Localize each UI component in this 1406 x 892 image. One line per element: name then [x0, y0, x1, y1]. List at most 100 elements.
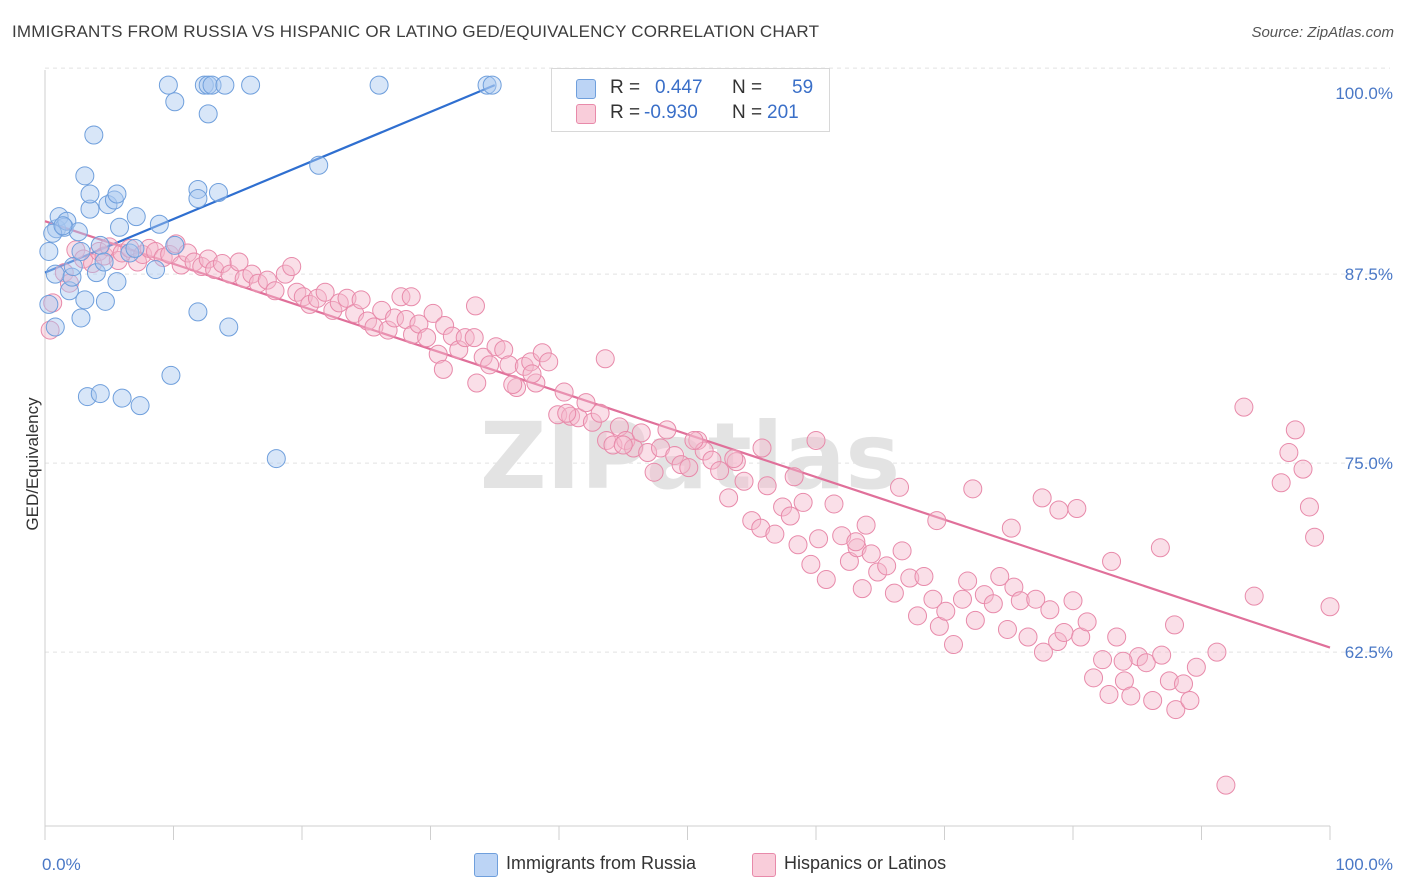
series-hispanics-or-latinos	[40, 234, 1340, 795]
axes	[44, 70, 1331, 840]
data-points	[39, 75, 1340, 795]
data-point	[734, 471, 754, 491]
data-point	[752, 438, 772, 458]
legend-n-value: 59	[792, 77, 814, 98]
data-point	[1099, 684, 1119, 704]
data-point	[724, 449, 744, 469]
data-point	[266, 449, 286, 469]
data-point	[198, 249, 218, 269]
data-point	[208, 182, 228, 202]
data-point	[465, 296, 485, 316]
data-point	[265, 281, 285, 301]
data-point	[751, 518, 771, 538]
bottom-legend-label-russia: Immigrants from Russia	[506, 853, 697, 873]
data-point	[1165, 615, 1185, 635]
data-point	[494, 340, 514, 360]
data-point	[644, 462, 664, 482]
data-point	[1084, 668, 1104, 688]
trend-lines	[44, 84, 1331, 649]
correlation-legend: R = 0.447 N = 59 R = -0.930 N = 201	[551, 68, 830, 132]
data-point	[1054, 622, 1074, 642]
data-point	[1159, 671, 1179, 691]
data-point	[557, 403, 577, 423]
data-point	[1018, 627, 1038, 647]
bottom-legend-label-hispanic: Hispanics or Latinos	[784, 853, 947, 873]
legend-r-label: R =	[610, 102, 641, 123]
data-point	[1077, 612, 1097, 632]
data-point	[990, 567, 1010, 587]
data-point	[198, 104, 218, 124]
data-point	[300, 294, 320, 314]
data-point	[997, 619, 1017, 639]
data-point	[71, 241, 91, 261]
data-point	[1063, 591, 1083, 611]
data-point	[1040, 600, 1060, 620]
data-point	[788, 535, 808, 555]
data-point	[464, 328, 484, 348]
data-point	[983, 594, 1003, 614]
legend-r-value: 0.447	[655, 77, 703, 98]
data-point	[554, 382, 574, 402]
data-point	[74, 249, 94, 269]
data-point	[908, 606, 928, 626]
data-point	[40, 320, 60, 340]
data-point	[963, 479, 983, 499]
data-point	[428, 344, 448, 364]
data-point	[590, 403, 610, 423]
data-point	[638, 443, 658, 463]
data-point	[323, 300, 343, 320]
data-point	[77, 387, 97, 407]
data-point	[423, 303, 443, 323]
data-point	[351, 290, 371, 310]
data-point	[315, 282, 335, 302]
trend-line	[44, 84, 496, 274]
data-point	[39, 294, 59, 314]
data-point	[539, 352, 559, 372]
data-point	[257, 270, 277, 290]
data-point	[401, 287, 421, 307]
data-point	[943, 635, 963, 655]
data-point	[309, 155, 329, 175]
data-point	[75, 166, 95, 186]
data-point	[467, 373, 487, 393]
y-tick-label: 75.0%	[1345, 454, 1393, 473]
data-point	[710, 461, 730, 481]
data-point	[62, 267, 82, 287]
data-point	[107, 184, 127, 204]
data-point	[522, 364, 542, 384]
data-point	[877, 556, 897, 576]
data-point	[890, 477, 910, 497]
bottom-legend-swatch-hispanic	[752, 853, 776, 877]
data-point	[219, 317, 239, 337]
data-point	[45, 317, 65, 337]
data-point	[852, 579, 872, 599]
data-point	[125, 238, 145, 258]
data-point	[679, 458, 699, 478]
legend-row-russia: R = 0.447 N = 59	[552, 77, 829, 101]
grid-lines	[45, 67, 1390, 653]
data-point	[1305, 527, 1325, 547]
data-point	[603, 435, 623, 455]
data-point	[958, 571, 978, 591]
data-point	[43, 223, 63, 243]
data-point	[275, 264, 295, 284]
tick-labels: 100.0% 87.5% 75.0% 62.5% 0.0% 100.0%	[42, 84, 1393, 874]
data-point	[576, 393, 596, 413]
y-tick-label: 100.0%	[1335, 84, 1393, 103]
data-point	[503, 374, 523, 394]
data-point	[486, 337, 506, 357]
data-point	[86, 263, 106, 283]
data-point	[282, 257, 302, 277]
data-point	[927, 511, 947, 531]
data-point	[205, 260, 225, 280]
data-point	[757, 476, 777, 496]
data-point	[435, 316, 455, 336]
legend-row-hispanic: R = -0.930 N = 201	[552, 102, 829, 126]
y-axis-label: GED/Equivalency	[23, 397, 42, 531]
data-point	[480, 355, 500, 375]
data-point	[112, 388, 132, 408]
data-point	[165, 92, 185, 112]
data-point	[1152, 645, 1172, 665]
chart-title: IMMIGRANTS FROM RUSSIA VS HISPANIC OR LA…	[12, 22, 820, 41]
data-point	[780, 506, 800, 526]
